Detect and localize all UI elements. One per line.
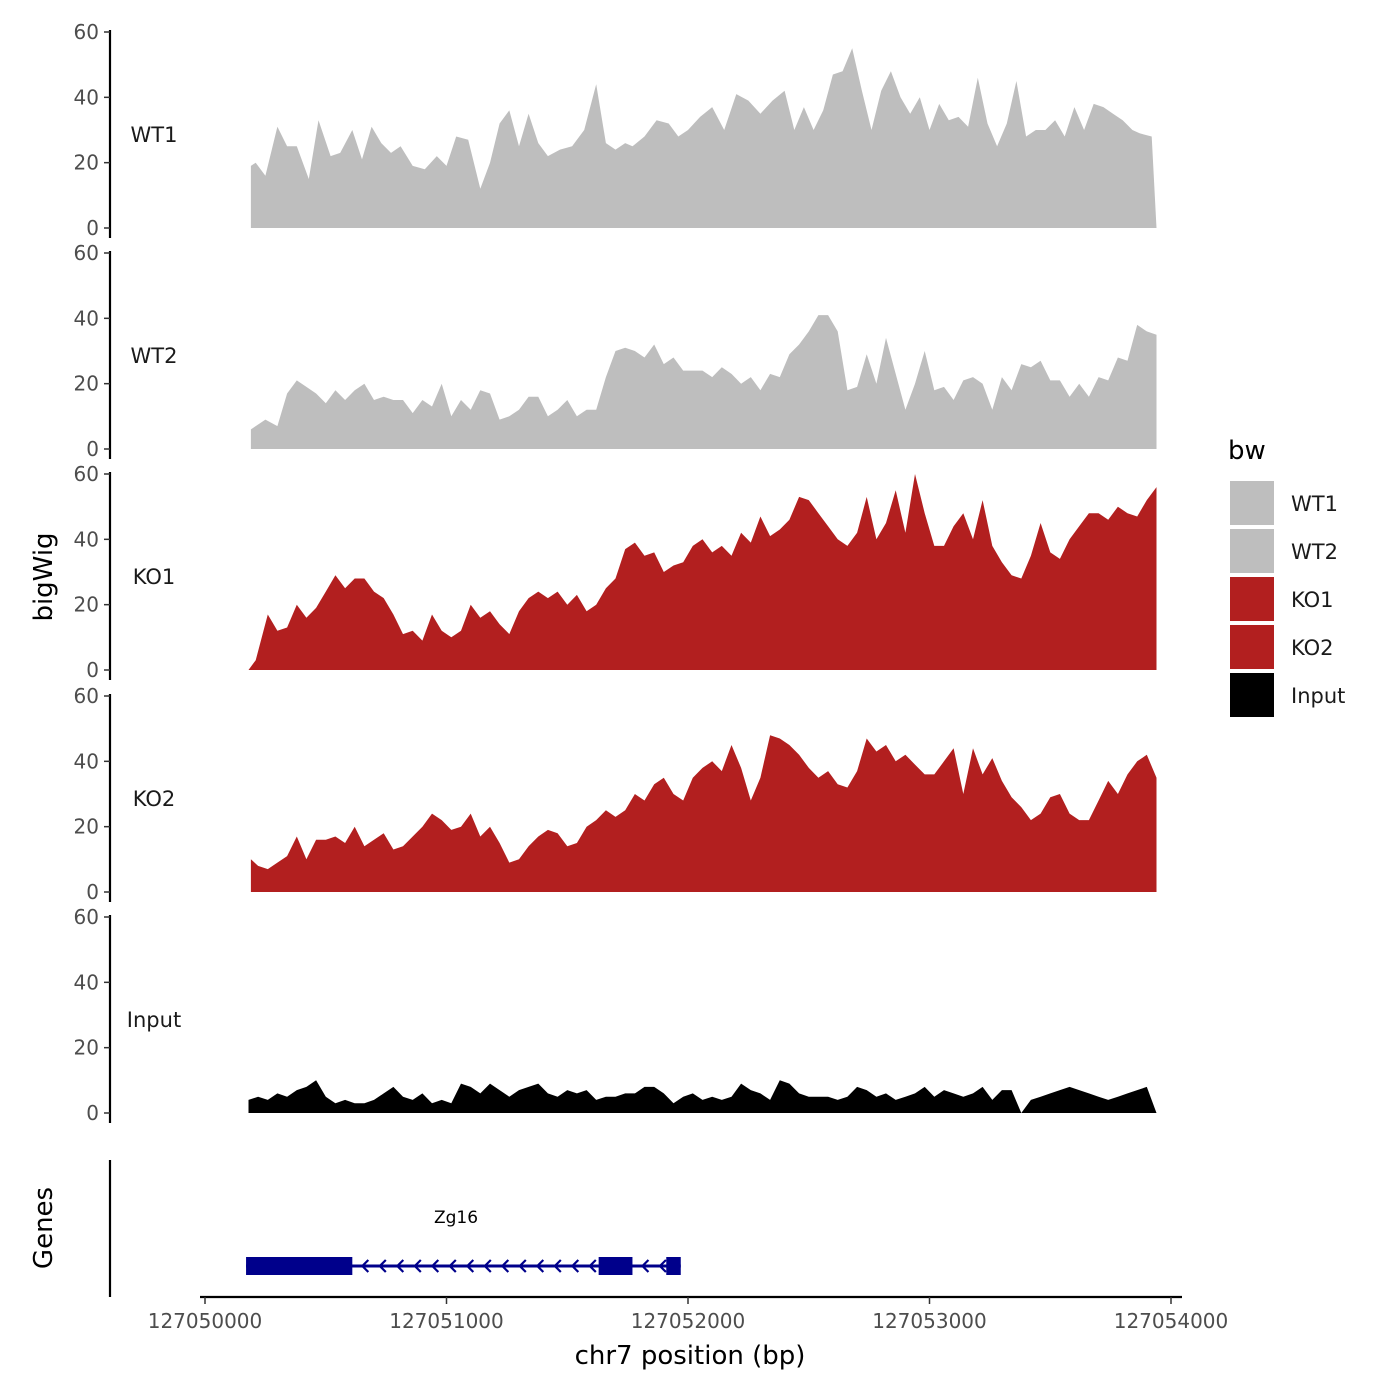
track-ko2: 0 20 40 60 KO2 <box>74 684 1157 904</box>
track-label: KO2 <box>133 787 176 811</box>
y-tick-label: 0 <box>86 880 99 904</box>
y-tick-label: 60 <box>74 905 99 929</box>
x-tick-label: 127050000 <box>148 1309 263 1333</box>
strand-arrow <box>378 1259 387 1273</box>
coverage-area-wt2 <box>250 315 1157 449</box>
strand-arrow <box>360 1259 370 1273</box>
strand-arrow <box>640 1259 650 1273</box>
y-tick-label: 40 <box>74 85 99 109</box>
y-tick-label: 0 <box>86 437 99 461</box>
legend-label: WT2 <box>1291 540 1338 564</box>
x-tick-label: 127054000 <box>1114 1309 1229 1333</box>
coverage-area-input <box>248 1080 1157 1113</box>
legend-key-ko2 <box>1230 625 1274 669</box>
x-axis: 127050000 127051000 127052000 127053000 1270… <box>148 1295 1229 1333</box>
y-tick-label: 20 <box>74 1036 99 1060</box>
y-tick-label: 20 <box>74 372 99 396</box>
strand-arrow <box>588 1259 597 1273</box>
coverage-area-ko2 <box>250 735 1157 892</box>
strand-arrow <box>430 1259 440 1273</box>
track-input: 0 20 40 60 Input <box>74 905 1157 1125</box>
legend-key-input <box>1230 673 1274 717</box>
coverage-area-ko1 <box>248 474 1157 670</box>
strand-arrow <box>535 1259 545 1273</box>
y-tick-label: 40 <box>74 306 99 330</box>
gene-exon <box>246 1257 353 1275</box>
coverage-area-wt1 <box>250 48 1157 228</box>
strand-arrow <box>518 1259 527 1273</box>
x-tick-label: 127051000 <box>389 1309 504 1333</box>
y-tick-label: 60 <box>74 462 99 486</box>
legend-label: Input <box>1291 684 1345 708</box>
gene-name-label: Zg16 <box>434 1208 478 1228</box>
y-tick-label: 0 <box>86 1101 99 1125</box>
strand-arrow <box>413 1259 422 1273</box>
track-label: WT1 <box>131 123 178 147</box>
y-tick-label: 20 <box>74 151 99 175</box>
track-wt1: 0 20 40 60 WT1 <box>74 20 1157 240</box>
y-tick-label: 60 <box>74 241 99 265</box>
y-tick-label: 0 <box>86 658 99 682</box>
track-ko1: 0 20 40 60 KO1 <box>74 462 1157 682</box>
y-tick-label: 40 <box>74 749 99 773</box>
strand-arrow <box>658 1259 667 1273</box>
y-tick-label: 20 <box>74 815 99 839</box>
gene-exon <box>666 1257 681 1275</box>
legend-label: KO1 <box>1291 588 1334 612</box>
y-tick-label: 40 <box>74 527 99 551</box>
strand-arrow <box>570 1259 580 1273</box>
gene-exon <box>598 1257 633 1275</box>
gene-track-title: Genes <box>29 1187 59 1269</box>
legend: bw WT1 WT2 KO1 KO2 Input <box>1228 436 1345 717</box>
x-tick-label: 127053000 <box>872 1309 987 1333</box>
track-wt2: 0 20 40 60 WT2 <box>74 241 1157 461</box>
strand-arrow <box>483 1259 492 1273</box>
strand-arrow <box>465 1259 475 1273</box>
x-tick-label: 127052000 <box>631 1309 746 1333</box>
y-tick-label: 40 <box>74 970 99 994</box>
legend-key-wt1 <box>1230 481 1274 525</box>
legend-key-wt2 <box>1230 529 1274 573</box>
strand-arrow <box>395 1259 405 1273</box>
y-axis-title: bigWig <box>29 532 59 621</box>
y-tick-label: 20 <box>74 593 99 617</box>
legend-label: WT1 <box>1291 492 1338 516</box>
y-tick-label: 60 <box>74 20 99 44</box>
track-label: Input <box>127 1008 181 1032</box>
x-axis-title: chr7 position (bp) <box>575 1341 806 1371</box>
track-label: WT2 <box>131 344 178 368</box>
legend-label: KO2 <box>1291 636 1334 660</box>
gene-track-panel: Zg16 <box>108 1160 681 1297</box>
coverage-tracks: 0 20 40 60 WT1 0 20 40 60 WT2 0 20 40 60 KO1 0 20 40 60 KO2… <box>74 20 1157 1125</box>
y-tick-label: 0 <box>86 216 99 240</box>
track-label: KO1 <box>133 565 176 589</box>
strand-arrow <box>448 1259 457 1273</box>
legend-key-ko1 <box>1230 577 1274 621</box>
y-tick-label: 60 <box>74 684 99 708</box>
legend-title: bw <box>1228 436 1266 466</box>
strand-arrow <box>553 1259 562 1273</box>
strand-arrow <box>500 1259 510 1273</box>
